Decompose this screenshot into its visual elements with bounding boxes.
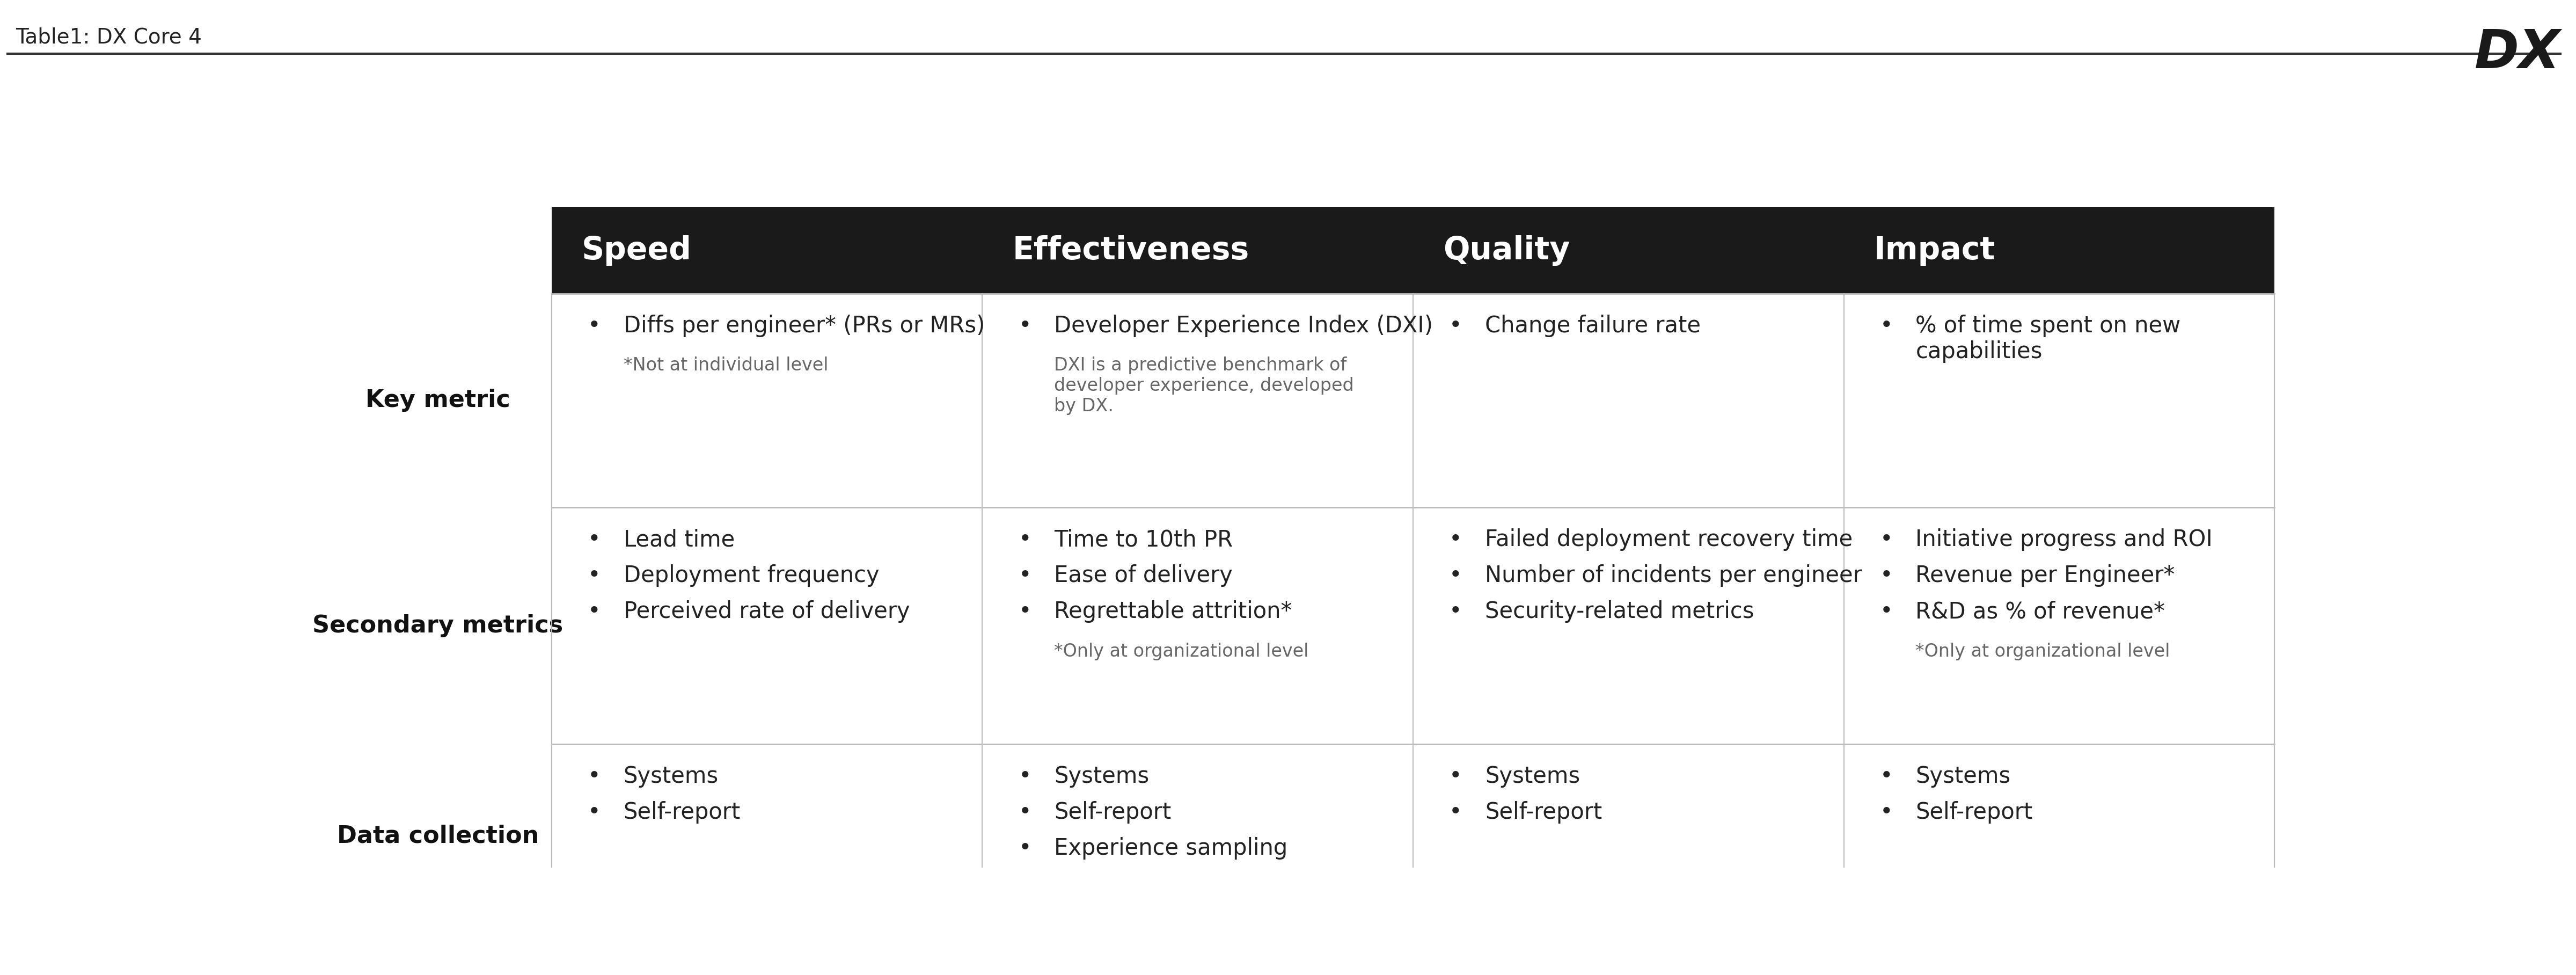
- Text: Change failure rate: Change failure rate: [1484, 315, 1700, 337]
- Text: •: •: [1018, 565, 1030, 587]
- Text: Time to 10th PR: Time to 10th PR: [1054, 528, 1234, 551]
- Text: •: •: [1018, 800, 1030, 824]
- Text: Security-related metrics: Security-related metrics: [1484, 601, 1754, 623]
- Text: •: •: [1448, 800, 1463, 824]
- Bar: [551, 207, 2275, 293]
- Text: Systems: Systems: [1917, 765, 2012, 788]
- Text: Effectiveness: Effectiveness: [1012, 235, 1249, 265]
- Text: Lead time: Lead time: [623, 528, 734, 551]
- Text: Speed: Speed: [582, 235, 690, 265]
- Text: •: •: [1448, 315, 1463, 337]
- Text: •: •: [1880, 601, 1893, 623]
- Text: Self-report: Self-report: [1917, 800, 2032, 824]
- Text: •: •: [1880, 765, 1893, 788]
- Text: Data collection: Data collection: [337, 824, 538, 847]
- Text: DX: DX: [2476, 27, 2561, 79]
- Text: •: •: [1880, 800, 1893, 824]
- Text: Deployment frequency: Deployment frequency: [623, 565, 878, 587]
- Text: •: •: [1018, 528, 1030, 551]
- Text: •: •: [587, 315, 600, 337]
- Text: •: •: [1018, 765, 1030, 788]
- Text: Regrettable attrition*: Regrettable attrition*: [1054, 601, 1293, 623]
- Text: •: •: [1018, 601, 1030, 623]
- Text: Systems: Systems: [1054, 765, 1149, 788]
- Text: Systems: Systems: [1484, 765, 1579, 788]
- Text: •: •: [1018, 315, 1030, 337]
- Text: Self-report: Self-report: [1054, 800, 1172, 824]
- Text: •: •: [587, 765, 600, 788]
- Text: *Not at individual level: *Not at individual level: [623, 357, 829, 374]
- Text: Key metric: Key metric: [366, 389, 510, 412]
- Text: •: •: [1448, 601, 1463, 623]
- Text: Table1: DX Core 4: Table1: DX Core 4: [15, 27, 201, 48]
- Text: *Only at organizational level: *Only at organizational level: [1054, 643, 1309, 660]
- Text: Ease of delivery: Ease of delivery: [1054, 565, 1234, 587]
- Text: Developer Experience Index (DXI): Developer Experience Index (DXI): [1054, 315, 1432, 337]
- Text: DXI is a predictive benchmark of
developer experience, developed
by DX.: DXI is a predictive benchmark of develop…: [1054, 357, 1355, 415]
- Text: Self-report: Self-report: [1484, 800, 1602, 824]
- Text: Number of incidents per engineer: Number of incidents per engineer: [1484, 565, 1862, 587]
- Text: Experience sampling: Experience sampling: [1054, 837, 1288, 860]
- Text: •: •: [1880, 565, 1893, 587]
- Text: Systems: Systems: [623, 765, 719, 788]
- Text: •: •: [1448, 765, 1463, 788]
- Text: R&D as % of revenue*: R&D as % of revenue*: [1917, 601, 2164, 623]
- Text: •: •: [587, 565, 600, 587]
- Text: •: •: [587, 601, 600, 623]
- Text: •: •: [1448, 528, 1463, 551]
- Bar: [322, 293, 2318, 507]
- Text: Quality: Quality: [1443, 235, 1569, 265]
- Text: Secondary metrics: Secondary metrics: [312, 614, 564, 638]
- Text: *Only at organizational level: *Only at organizational level: [1917, 643, 2169, 660]
- Text: Revenue per Engineer*: Revenue per Engineer*: [1917, 565, 2174, 587]
- Bar: [322, 744, 2318, 928]
- Text: •: •: [587, 800, 600, 824]
- Text: Perceived rate of delivery: Perceived rate of delivery: [623, 601, 909, 623]
- Text: Impact: Impact: [1873, 235, 1996, 265]
- Text: •: •: [1018, 837, 1030, 860]
- Bar: [322, 507, 2318, 744]
- Text: Failed deployment recovery time: Failed deployment recovery time: [1484, 528, 1852, 551]
- Text: % of time spent on new
capabilities: % of time spent on new capabilities: [1917, 315, 2182, 363]
- Text: •: •: [1880, 315, 1893, 337]
- Text: •: •: [1448, 565, 1463, 587]
- Text: •: •: [1880, 528, 1893, 551]
- Text: Initiative progress and ROI: Initiative progress and ROI: [1917, 528, 2213, 551]
- Text: •: •: [587, 528, 600, 551]
- Text: Self-report: Self-report: [623, 800, 739, 824]
- Text: Diffs per engineer* (PRs or MRs): Diffs per engineer* (PRs or MRs): [623, 315, 984, 337]
